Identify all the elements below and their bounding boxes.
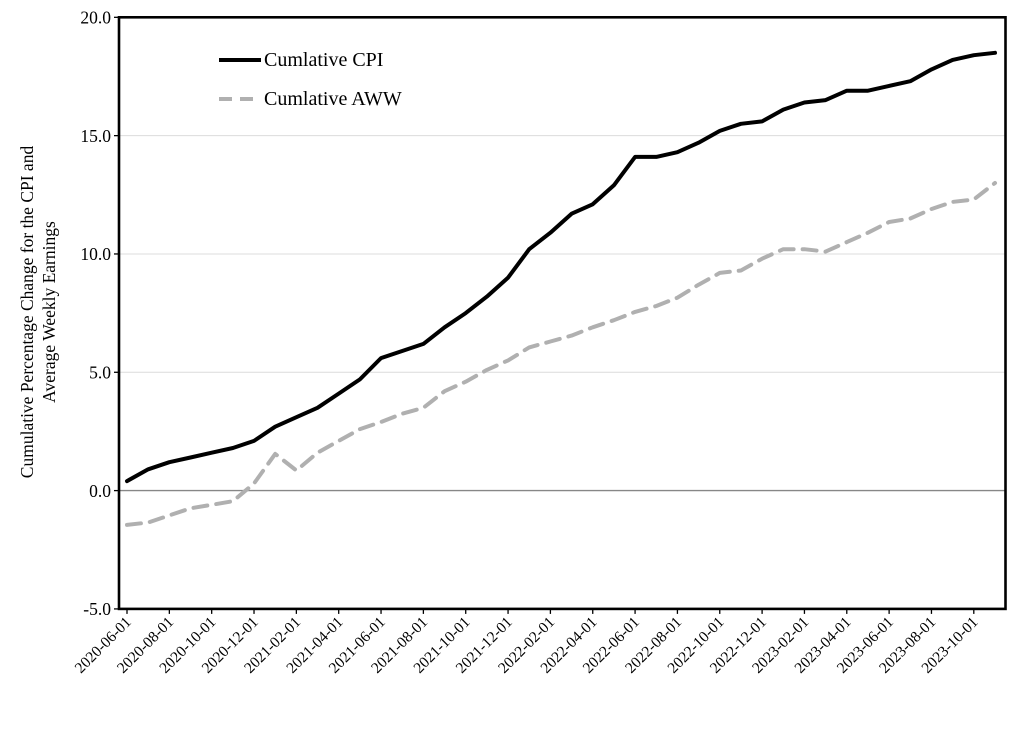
y-tick-label: -5.0 <box>83 599 111 619</box>
legend-item-aww: Cumlative AWW <box>219 86 402 112</box>
y-axis-title-line1: Cumulative Percentage Change for the CPI… <box>17 146 37 479</box>
legend-item-cpi: Cumlative CPI <box>219 47 402 73</box>
cpi-line <box>125 50 997 484</box>
y-tick-label: 15.0 <box>80 126 111 146</box>
y-axis-title-line2: Average Weekly Earnings <box>39 221 59 403</box>
legend: Cumlative CPI Cumlative AWW <box>219 47 402 112</box>
cpi-line-sample <box>219 58 261 62</box>
legend-label-cpi: Cumlative CPI <box>264 48 384 71</box>
y-tick-label: 5.0 <box>89 362 111 382</box>
plot-border <box>117 15 1007 611</box>
aww-line <box>125 181 997 527</box>
y-tick-label: 20.0 <box>80 8 111 28</box>
legend-label-aww: Cumlative AWW <box>264 87 402 110</box>
y-tick-label: 10.0 <box>80 244 111 264</box>
y-tick-label: 0.0 <box>89 481 111 501</box>
aww-line-sample <box>219 97 261 101</box>
plot-area: -5.00.05.010.015.020.02020-06-012020-08-… <box>72 8 1007 677</box>
